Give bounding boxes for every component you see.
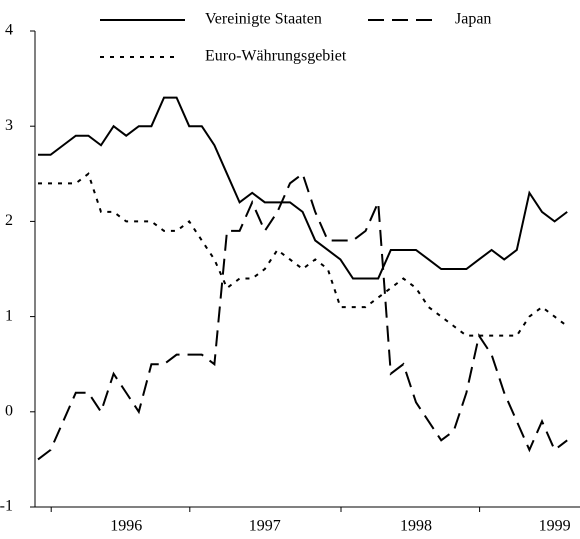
y-tick-label: 2 <box>5 212 13 229</box>
series-line <box>38 96 568 280</box>
x-tick-label: 1998 <box>400 518 432 535</box>
y-tick-label: -1 <box>0 498 13 515</box>
y-tick-label: 0 <box>5 402 13 419</box>
y-tick-label: 1 <box>5 307 13 324</box>
legend-label: Euro-Währungsgebiet <box>205 48 347 65</box>
series-line <box>37 172 568 461</box>
series-line <box>38 172 568 337</box>
x-tick-label: 1999 <box>539 518 571 535</box>
legend-label: Japan <box>455 11 491 28</box>
x-tick-label: 1996 <box>110 518 142 535</box>
x-tick-label: 1997 <box>249 518 281 535</box>
legend-label: Vereinigte Staaten <box>205 11 322 28</box>
y-tick-label: 3 <box>5 117 13 134</box>
y-tick-label: 4 <box>5 22 13 39</box>
